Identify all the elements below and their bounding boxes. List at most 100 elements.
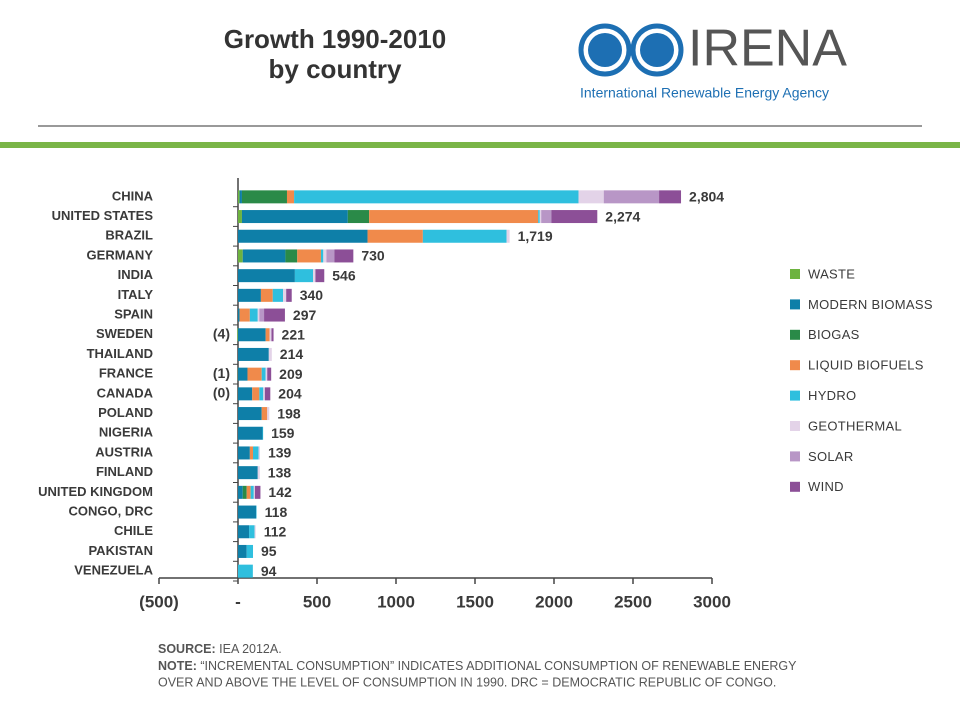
- legend-swatch: [790, 421, 800, 431]
- bar-segment: [247, 486, 251, 499]
- category-label: CHINA: [112, 188, 154, 203]
- bar-segment: [321, 249, 323, 262]
- x-tick-label: 2000: [535, 592, 573, 611]
- bar-segment: [262, 368, 266, 381]
- bar-segment: [285, 249, 297, 262]
- bar-segment: [271, 328, 273, 341]
- category-label: BRAZIL: [105, 228, 153, 243]
- bar-segment: [315, 269, 324, 282]
- bar-segment: [252, 387, 259, 400]
- bar-segment: [238, 190, 240, 203]
- logo-name: IRENA: [688, 20, 847, 78]
- negative-label: (1): [213, 365, 230, 381]
- bar-segment: [238, 466, 258, 479]
- bar-segment: [258, 309, 260, 322]
- bar-segment: [313, 269, 315, 282]
- total-label: 340: [300, 287, 324, 303]
- title-line: by country: [269, 54, 402, 84]
- total-label: 138: [268, 464, 292, 480]
- total-label: 214: [280, 346, 304, 362]
- bar-segment: [604, 190, 659, 203]
- category-label: PAKISTAN: [88, 543, 153, 558]
- bar-segment: [238, 230, 368, 243]
- bar-segment: [507, 230, 510, 243]
- bar-segment: [270, 328, 272, 341]
- bar-segment: [238, 249, 243, 262]
- bar-segment: [259, 446, 260, 459]
- category-label: FRANCE: [99, 366, 153, 381]
- bar-segment: [295, 269, 313, 282]
- bar-segment: [262, 407, 268, 420]
- bar-segment: [238, 486, 243, 499]
- bar-segment: [250, 446, 253, 459]
- bar-segment: [238, 210, 242, 223]
- bar-segment: [348, 210, 369, 223]
- x-tick-label: 3000: [693, 592, 731, 611]
- category-label: NIGERIA: [99, 425, 154, 440]
- bar-segment: [263, 387, 265, 400]
- category-label: CONGO, DRC: [69, 503, 154, 518]
- bar-segment: [269, 348, 272, 361]
- bar-segment: [238, 525, 249, 538]
- category-label: SWEDEN: [96, 326, 153, 341]
- bar-segment: [283, 289, 286, 302]
- category-label: UNITED STATES: [52, 208, 154, 223]
- total-label: 209: [279, 366, 303, 382]
- category-label: UNITED KINGDOM: [38, 484, 153, 499]
- source-label: SOURCE:: [158, 642, 216, 656]
- total-label: 112: [264, 523, 287, 539]
- bar-segment: [266, 328, 270, 341]
- legend-swatch: [790, 269, 800, 279]
- bar-segment: [255, 525, 256, 538]
- category-label: THAILAND: [87, 346, 153, 361]
- bar-segment: [259, 309, 264, 322]
- bar-segment: [538, 210, 540, 223]
- bar-segment: [254, 486, 255, 499]
- bar-segment: [261, 289, 273, 302]
- bar-segment: [238, 269, 295, 282]
- note-text: “INCREMENTAL CONSUMPTION” INDICATES ADDI…: [200, 659, 797, 673]
- total-label: 730: [361, 248, 385, 264]
- legend-label: SOLAR: [808, 449, 854, 464]
- bar-segment: [267, 368, 271, 381]
- title-line: Growth 1990-2010: [224, 24, 447, 54]
- category-label: ITALY: [118, 287, 154, 302]
- bar-segment: [265, 387, 270, 400]
- bar-segment: [238, 289, 261, 302]
- bar-segment: [262, 427, 263, 440]
- category-label: INDIA: [118, 267, 154, 282]
- bar-segment: [238, 348, 269, 361]
- category-label: POLAND: [98, 405, 153, 420]
- bar-segment: [238, 407, 262, 420]
- bar-segment: [659, 190, 681, 203]
- legend-label: HYDRO: [808, 388, 856, 403]
- bar-segment: [251, 486, 254, 499]
- negative-label: (4): [213, 325, 230, 341]
- total-label: 546: [332, 267, 356, 283]
- legend-swatch: [790, 330, 800, 340]
- bar-segment: [238, 446, 250, 459]
- bar-segment: [238, 545, 247, 558]
- bar-segment: [326, 249, 334, 262]
- x-tick-label: -: [235, 592, 241, 611]
- bar-segment: [238, 309, 240, 322]
- bar-segment: [423, 230, 507, 243]
- source-text: IEA 2012A.: [219, 642, 282, 656]
- legend-label: WIND: [808, 479, 844, 494]
- note-text: OVER AND ABOVE THE LEVEL OF CONSUMPTION …: [158, 675, 776, 689]
- x-tick-label: 500: [303, 592, 331, 611]
- legend-swatch: [790, 360, 800, 370]
- bar-segment: [323, 249, 326, 262]
- total-label: 204: [278, 386, 302, 402]
- bar-segment: [238, 506, 256, 519]
- legend-swatch: [790, 451, 800, 461]
- total-label: 118: [265, 504, 288, 520]
- total-label: 139: [268, 445, 292, 461]
- category-label: VENEZUELA: [74, 563, 153, 578]
- total-label: 94: [261, 563, 277, 579]
- category-label: CANADA: [97, 385, 154, 400]
- logo-tagline: International Renewable Energy Agency: [580, 85, 829, 101]
- legend-label: GEOTHERMAL: [808, 418, 902, 433]
